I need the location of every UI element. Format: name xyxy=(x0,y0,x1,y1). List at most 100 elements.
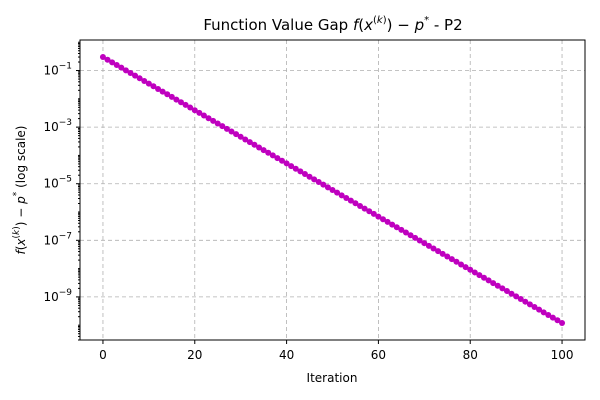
x-tick-label: 20 xyxy=(187,348,202,362)
data-point xyxy=(540,309,547,316)
data-point xyxy=(118,64,125,71)
data-point xyxy=(526,301,533,308)
data-point xyxy=(370,210,377,217)
data-point xyxy=(205,115,212,122)
data-point xyxy=(380,216,386,223)
data-point xyxy=(343,194,350,201)
data-point xyxy=(517,296,524,303)
data-point xyxy=(297,168,304,175)
x-tick-label: 80 xyxy=(463,348,478,362)
y-tick-label: 10−3 xyxy=(43,118,72,134)
data-point xyxy=(384,218,391,225)
data-point xyxy=(490,280,497,287)
data-point xyxy=(256,144,263,151)
data-point xyxy=(191,107,198,114)
data-point xyxy=(430,245,437,252)
data-point xyxy=(458,261,465,268)
data-point xyxy=(536,306,543,313)
data-point xyxy=(200,112,207,119)
ticks: 0 20 40 60 80 100 10−1 10−3 10−5 10−7 10−9 xyxy=(43,41,574,362)
data-point xyxy=(150,83,157,90)
data-point xyxy=(329,187,336,193)
x-tick-label: 100 xyxy=(551,348,574,362)
x-axis-title: Iteration xyxy=(307,371,358,385)
data-point xyxy=(485,277,492,284)
data-point xyxy=(113,62,120,69)
data-point xyxy=(104,56,111,63)
data-point xyxy=(338,192,345,199)
data-point xyxy=(531,304,538,311)
data-point xyxy=(398,226,405,233)
data-point xyxy=(136,75,143,82)
data-point xyxy=(228,128,235,135)
data-point xyxy=(274,155,281,162)
data-point xyxy=(559,319,566,326)
data-point xyxy=(481,274,487,281)
data-point xyxy=(283,160,290,167)
data-point xyxy=(476,272,483,279)
data-point xyxy=(522,298,529,305)
data-point xyxy=(132,72,139,79)
grid xyxy=(80,40,585,340)
data-point xyxy=(389,221,396,228)
data-point xyxy=(269,152,276,159)
data-point xyxy=(109,59,116,66)
data-point xyxy=(164,91,171,98)
data-point xyxy=(182,101,189,108)
data-point xyxy=(361,205,368,212)
data-point xyxy=(503,288,510,295)
data-point xyxy=(416,237,423,244)
data-point xyxy=(233,131,240,138)
data-point xyxy=(545,311,552,318)
data-point xyxy=(549,314,556,321)
y-tick-label: 10−5 xyxy=(43,175,72,191)
data-point xyxy=(315,179,322,186)
data-point xyxy=(301,171,308,178)
data-point xyxy=(467,266,474,273)
data-point xyxy=(324,184,331,191)
data-point xyxy=(122,67,129,74)
data-point xyxy=(159,88,166,95)
data-point xyxy=(242,136,249,143)
data-point xyxy=(444,253,451,260)
data-point xyxy=(320,181,327,188)
y-tick-label: 10−1 xyxy=(43,62,72,78)
x-tick-label: 0 xyxy=(99,348,107,362)
data-point xyxy=(554,317,561,324)
data-point xyxy=(214,120,221,127)
data-point xyxy=(435,248,442,255)
data-point xyxy=(347,197,354,204)
data-point xyxy=(219,123,226,130)
data-point xyxy=(155,85,162,92)
data-point xyxy=(292,165,299,172)
data-point xyxy=(260,147,267,154)
y-axis-title: f(x(k)) − p* (log scale) xyxy=(12,126,28,255)
data-point xyxy=(187,104,194,111)
data-point xyxy=(425,242,432,249)
data-point xyxy=(237,133,244,140)
x-tick-label: 40 xyxy=(279,348,294,362)
data-point xyxy=(513,293,520,300)
data-point xyxy=(448,256,455,263)
data-point xyxy=(173,96,180,103)
data-point xyxy=(471,269,478,276)
data-point xyxy=(311,176,318,183)
chart-title: Function Value Gap f(x(k)) − p* - P2 xyxy=(203,15,462,34)
data-point xyxy=(288,163,295,170)
y-tick-label: 10−7 xyxy=(43,231,72,247)
x-tick-label: 60 xyxy=(371,348,386,362)
data-point xyxy=(145,80,152,87)
data-point xyxy=(375,213,382,220)
data-point xyxy=(453,258,460,265)
data-point xyxy=(421,240,428,247)
data-point xyxy=(412,234,419,241)
data-point xyxy=(168,93,175,100)
data-point xyxy=(334,189,341,196)
data-point xyxy=(279,157,285,164)
data-point xyxy=(407,232,414,239)
data-point xyxy=(499,285,506,292)
data-point xyxy=(402,229,409,236)
data-point xyxy=(393,224,400,231)
data-point xyxy=(306,173,313,180)
